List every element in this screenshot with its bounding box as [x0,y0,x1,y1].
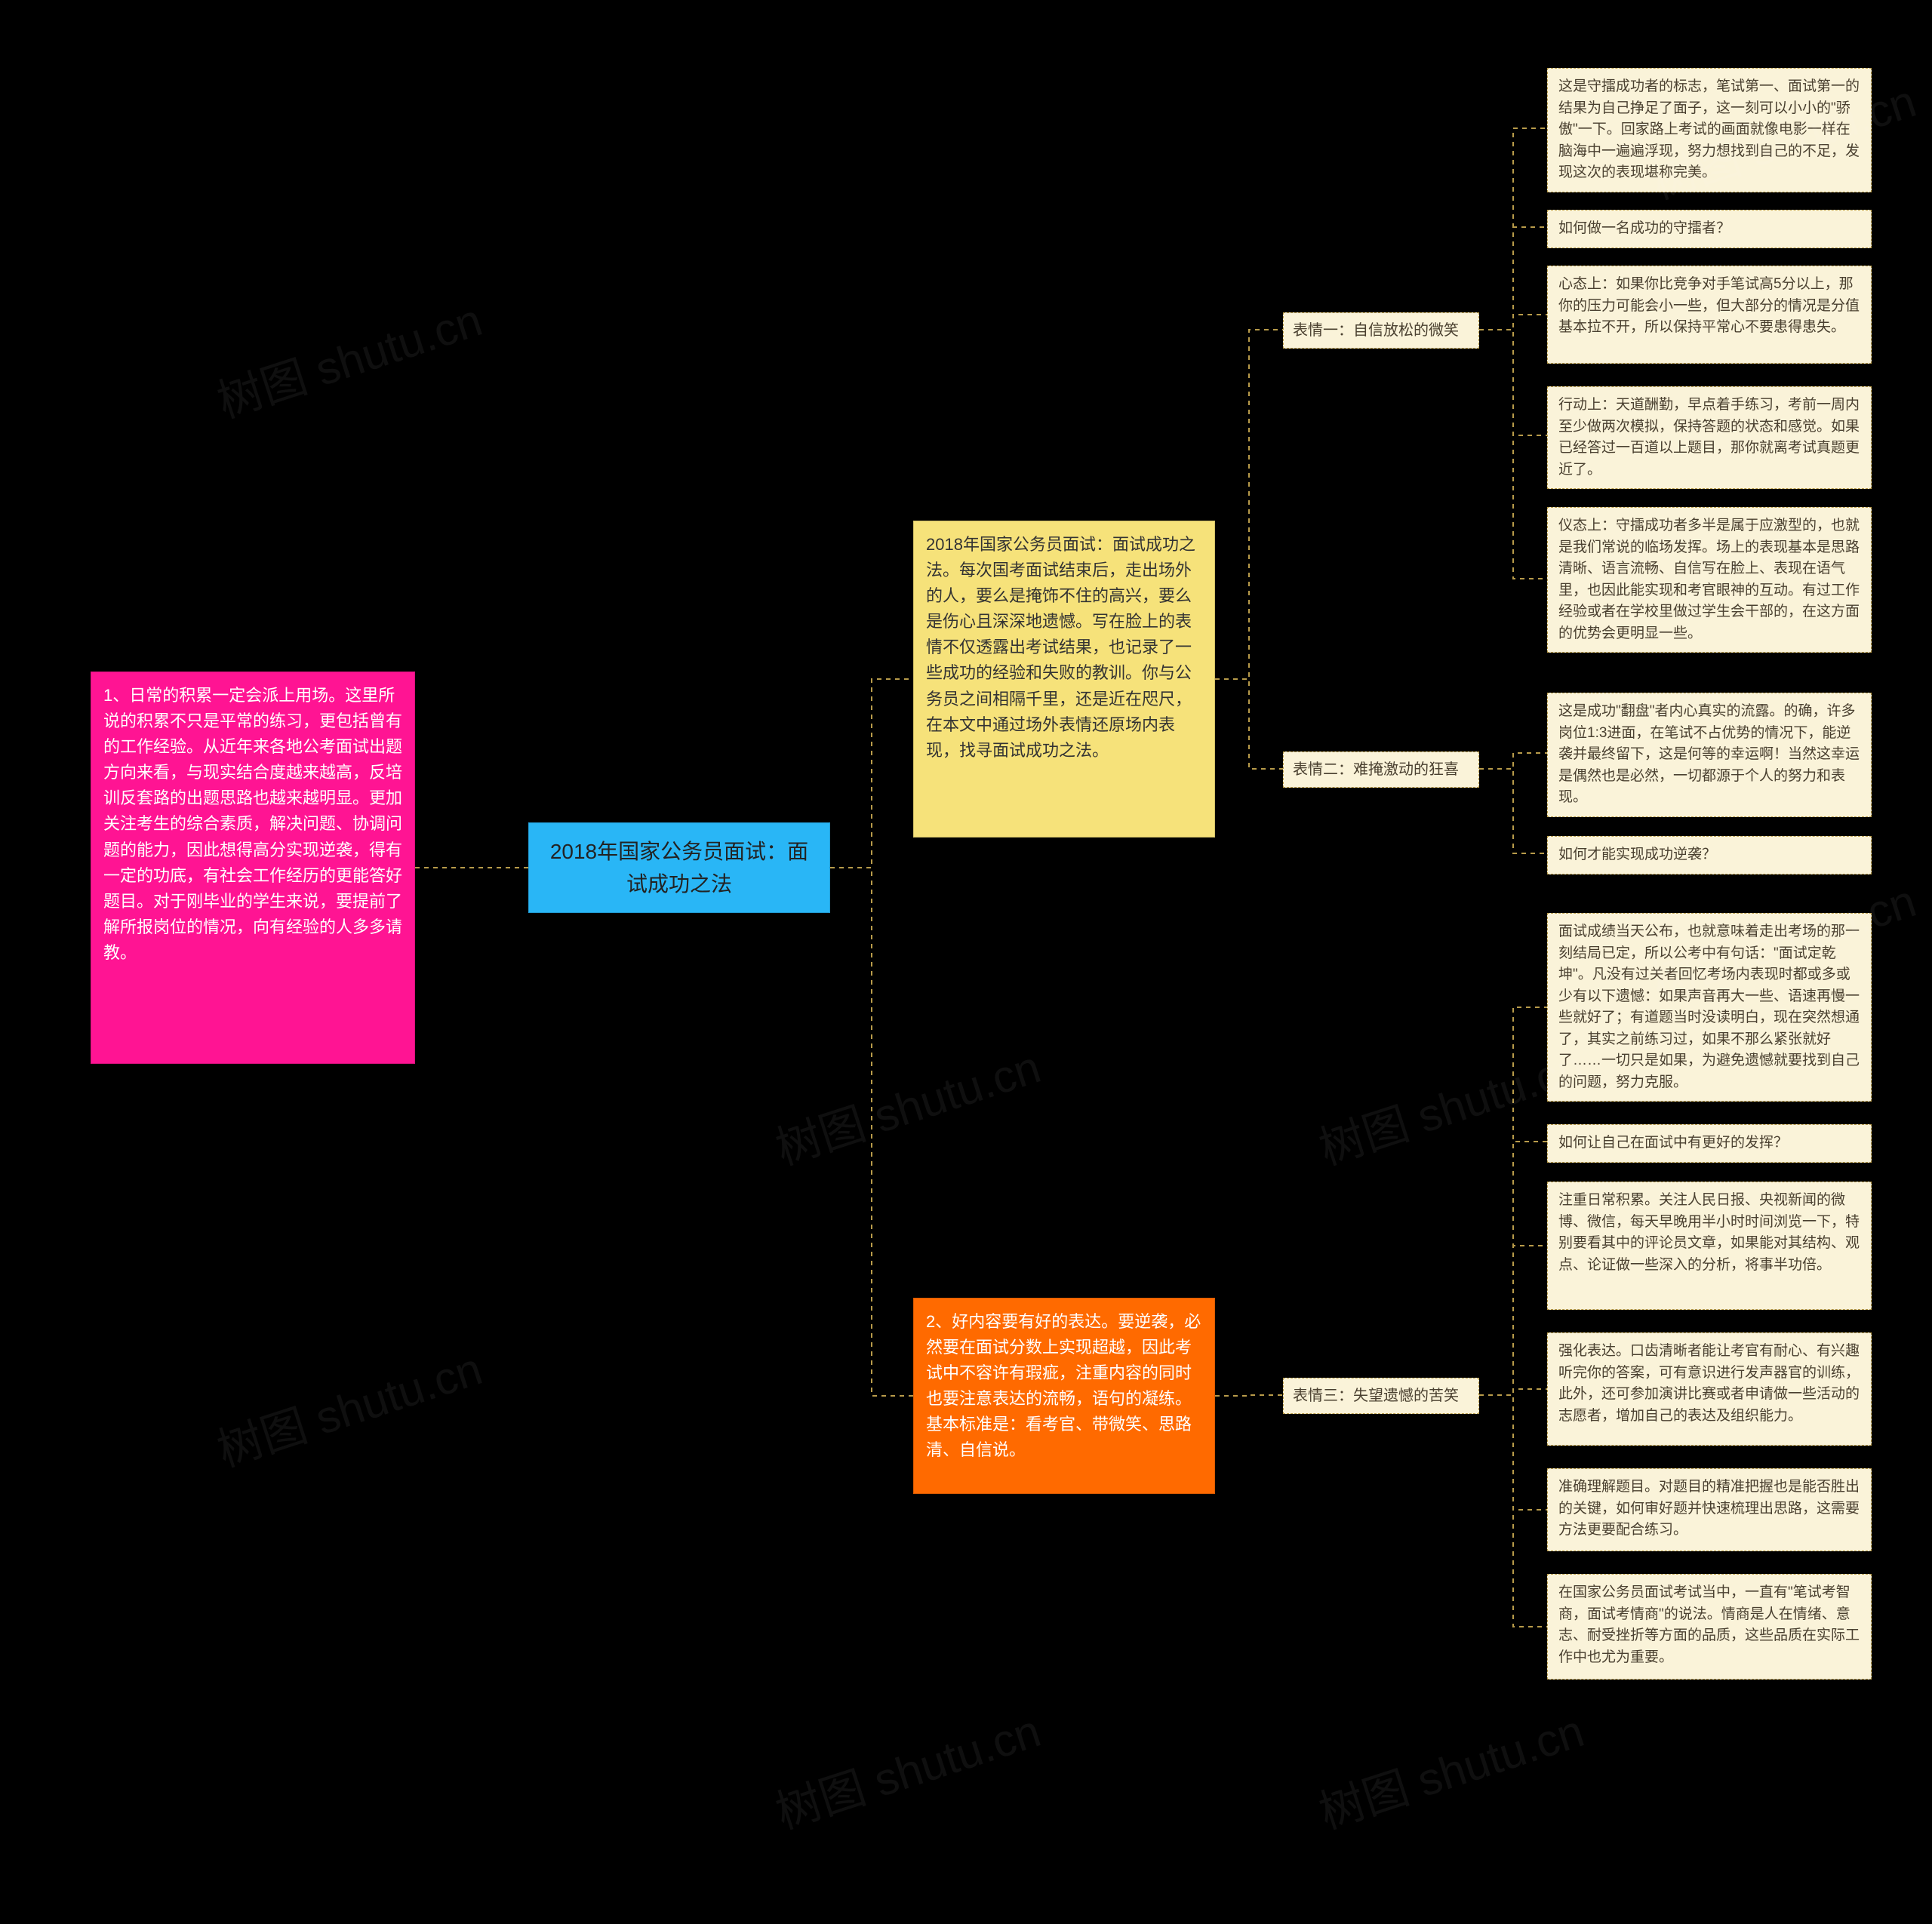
watermark: 树图 shutu.cn [1309,1695,1591,1842]
leaf-c7-text: 如何才能实现成功逆袭？ [1558,847,1716,862]
yellow-intro-node: 2018年国家公务员面试：面试成功之法。每次国考面试结束后，走出场外的人，要么是… [913,521,1215,838]
leaf-c13-text: 在国家公务员面试考试当中，一直有"笔试考智商，面试考情商"的说法。情商是人在情绪… [1558,1584,1860,1665]
watermark: 树图 shutu.cn [208,284,489,431]
watermark: 树图 shutu.cn [766,1695,1048,1842]
leaf-c12: 准确理解题目。对题目的精准把握也是能否胜出的关键，如何审好题并快速梳理出思路，这… [1547,1468,1872,1551]
expr3-label-text: 表情三：失望遗憾的苦笑 [1293,1388,1459,1404]
expr3-label: 表情三：失望遗憾的苦笑 [1283,1378,1479,1414]
leaf-c6-text: 这是成功"翻盘"者内心真实的流露。的确，许多岗位1:3进面，在笔试不占优势的情况… [1558,703,1860,805]
leaf-c3: 心态上：如果你比竞争对手笔试高5分以上，那你的压力可能会小一些，但大部分的情况是… [1547,266,1872,364]
expr1-label: 表情一：自信放松的微笑 [1283,312,1479,349]
pink-node: 1、日常的积累一定会派上用场。这里所说的积累不只是平常的练习，更包括曾有的工作经… [91,672,415,1064]
orange-text: 2、好内容要有好的表达。要逆袭，必然要在面试分数上实现超越，因此考试中不容许有瑕… [926,1312,1201,1459]
leaf-c10: 注重日常积累。关注人民日报、央视新闻的微博、微信，每天早晚用半小时时间浏览一下，… [1547,1182,1872,1310]
leaf-c2-text: 如何做一名成功的守擂者？ [1558,220,1730,236]
expr2-label-text: 表情二：难掩激动的狂喜 [1293,761,1459,778]
expr2-label: 表情二：难掩激动的狂喜 [1283,751,1479,788]
watermark: 树图 shutu.cn [766,1031,1048,1178]
pink-text: 1、日常的积累一定会派上用场。这里所说的积累不只是平常的练习，更包括曾有的工作经… [103,686,402,962]
root-node: 2018年国家公务员面试：面试成功之法 [528,822,830,913]
leaf-c7: 如何才能实现成功逆袭？ [1547,836,1872,874]
leaf-c3-text: 心态上：如果你比竞争对手笔试高5分以上，那你的压力可能会小一些，但大部分的情况是… [1558,276,1860,335]
leaf-c1: 这是守擂成功者的标志，笔试第一、面试第一的结果为自己挣足了面子，这一刻可以小小的… [1547,68,1872,192]
leaf-c11: 强化表达。口齿清晰者能让考官有耐心、有兴趣听完你的答案，可有意识进行发声器官的训… [1547,1332,1872,1446]
orange-node: 2、好内容要有好的表达。要逆袭，必然要在面试分数上实现超越，因此考试中不容许有瑕… [913,1298,1215,1494]
leaf-c11-text: 强化表达。口齿清晰者能让考官有耐心、有兴趣听完你的答案，可有意识进行发声器官的训… [1558,1343,1860,1424]
leaf-c5-text: 仪态上：守擂成功者多半是属于应激型的，也就是我们常说的临场发挥。场上的表现基本是… [1558,518,1860,641]
leaf-c1-text: 这是守擂成功者的标志，笔试第一、面试第一的结果为自己挣足了面子，这一刻可以小小的… [1558,78,1860,180]
yellow-intro-text: 2018年国家公务员面试：面试成功之法。每次国考面试结束后，走出场外的人，要么是… [926,535,1195,760]
leaf-c4: 行动上：天道酬勤，早点着手练习，考前一周内至少做两次模拟，保持答题的状态和感觉。… [1547,386,1872,489]
leaf-c8: 面试成绩当天公布，也就意味着走出考场的那一刻结局已定，所以公考中有句话："面试定… [1547,913,1872,1102]
leaf-c12-text: 准确理解题目。对题目的精准把握也是能否胜出的关键，如何审好题并快速梳理出思路，这… [1558,1479,1860,1538]
expr1-label-text: 表情一：自信放松的微笑 [1293,322,1459,339]
leaf-c5: 仪态上：守擂成功者多半是属于应激型的，也就是我们常说的临场发挥。场上的表现基本是… [1547,507,1872,653]
leaf-c2: 如何做一名成功的守擂者？ [1547,210,1872,248]
leaf-c10-text: 注重日常积累。关注人民日报、央视新闻的微博、微信，每天早晚用半小时时间浏览一下，… [1558,1192,1860,1273]
leaf-c9: 如何让自己在面试中有更好的发挥？ [1547,1124,1872,1163]
root-text: 2018年国家公务员面试：面试成功之法 [541,835,817,901]
leaf-c6: 这是成功"翻盘"者内心真实的流露。的确，许多岗位1:3进面，在笔试不占优势的情况… [1547,693,1872,817]
leaf-c9-text: 如何让自己在面试中有更好的发挥？ [1558,1135,1788,1151]
watermark: 树图 shutu.cn [208,1332,489,1480]
leaf-c8-text: 面试成绩当天公布，也就意味着走出考场的那一刻结局已定，所以公考中有句话："面试定… [1558,924,1860,1090]
leaf-c4-text: 行动上：天道酬勤，早点着手练习，考前一周内至少做两次模拟，保持答题的状态和感觉。… [1558,397,1860,478]
leaf-c13: 在国家公务员面试考试当中，一直有"笔试考智商，面试考情商"的说法。情商是人在情绪… [1547,1574,1872,1680]
